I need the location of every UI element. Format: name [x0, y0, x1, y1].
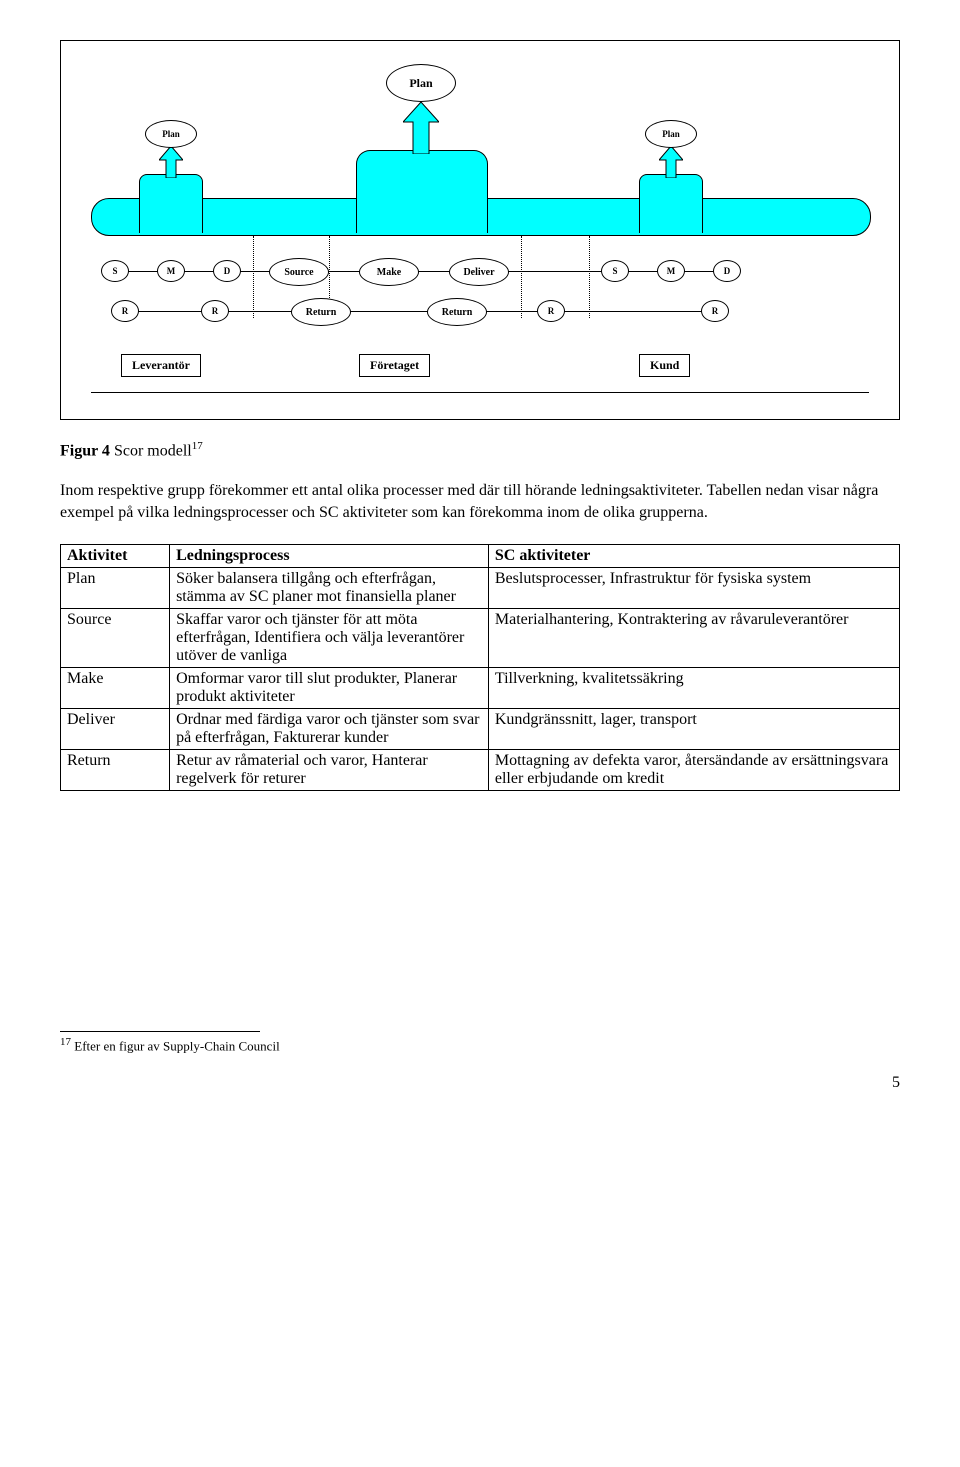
node-right-r1: R	[537, 300, 565, 322]
footnote-separator	[60, 1031, 260, 1032]
arrow-up-mid	[403, 102, 439, 154]
activities-table: Aktivitet Ledningsprocess SC aktiviteter…	[60, 544, 900, 791]
caption-sup: 17	[192, 440, 203, 452]
flow-patch-2	[357, 199, 485, 233]
cell-activity: Source	[61, 608, 170, 667]
th-ledningsprocess: Ledningsprocess	[170, 544, 489, 567]
node-plan-right: Plan	[645, 120, 697, 148]
node-make: Make	[359, 258, 419, 286]
node-return2: Return	[427, 298, 487, 326]
table-row: Plan Söker balansera tillgång och efterf…	[61, 567, 900, 608]
sep-1	[253, 236, 254, 318]
node-deliver: Deliver	[449, 258, 509, 286]
cell-activity: Deliver	[61, 708, 170, 749]
cell-sc: Mottagning av defekta varor, återsändand…	[488, 749, 899, 790]
node-plan-top: Plan	[386, 64, 456, 102]
flow-patch-3	[640, 199, 700, 233]
arrow-up-left	[159, 146, 183, 178]
cell-activity: Make	[61, 667, 170, 708]
table-row: Deliver Ordnar med färdiga varor och tjä…	[61, 708, 900, 749]
node-left-s: S	[101, 260, 129, 282]
flow-patch-1	[140, 199, 200, 233]
cell-process: Skaffar varor och tjänster för att möta …	[170, 608, 489, 667]
page-number: 5	[60, 1074, 900, 1092]
cell-process: Ordnar med färdiga varor och tjänster so…	[170, 708, 489, 749]
cell-process: Omformar varor till slut produkter, Plan…	[170, 667, 489, 708]
node-left-r1: R	[111, 300, 139, 322]
cell-sc: Materialhantering, Kontraktering av råva…	[488, 608, 899, 667]
footnote-num: 17	[60, 1036, 71, 1048]
caption-prefix: Figur 4	[60, 442, 110, 459]
label-leverantor: Leverantör	[121, 354, 201, 377]
cell-activity: Return	[61, 749, 170, 790]
row1-connector	[115, 271, 735, 272]
cell-activity: Plan	[61, 567, 170, 608]
cell-sc: Tillverkning, kvalitetssäkring	[488, 667, 899, 708]
node-left-d: D	[213, 260, 241, 282]
sep-3	[521, 236, 522, 318]
th-aktivitet: Aktivitet	[61, 544, 170, 567]
bottom-rule	[91, 392, 869, 393]
sep-4	[589, 236, 590, 318]
arrow-up-right	[659, 146, 683, 178]
th-sc-aktiviteter: SC aktiviteter	[488, 544, 899, 567]
footnote: 17 Efter en figur av Supply-Chain Counci…	[60, 1036, 900, 1054]
node-left-r2: R	[201, 300, 229, 322]
node-left-m: M	[157, 260, 185, 282]
cell-process: Retur av råmaterial och varor, Hanterar …	[170, 749, 489, 790]
node-plan-left: Plan	[145, 120, 197, 148]
label-kund: Kund	[639, 354, 690, 377]
table-row: Return Retur av råmaterial och varor, Ha…	[61, 749, 900, 790]
node-return1: Return	[291, 298, 351, 326]
figure-caption: Figur 4 Scor modell17	[60, 440, 900, 460]
cell-sc: Kundgränssnitt, lager, transport	[488, 708, 899, 749]
footnote-text: Efter en figur av Supply-Chain Council	[71, 1038, 280, 1053]
node-right-s: S	[601, 260, 629, 282]
table-row: Source Skaffar varor och tjänster för at…	[61, 608, 900, 667]
cell-process: Söker balansera tillgång och efterfrågan…	[170, 567, 489, 608]
node-source: Source	[269, 258, 329, 286]
table-header-row: Aktivitet Ledningsprocess SC aktiviteter	[61, 544, 900, 567]
node-right-m: M	[657, 260, 685, 282]
caption-rest: Scor modell	[110, 442, 192, 459]
scor-diagram: Plan Plan Plan S M D R R Source Make Del…	[91, 56, 869, 404]
scor-diagram-container: Plan Plan Plan S M D R R Source Make Del…	[60, 40, 900, 420]
cell-sc: Beslutsprocesser, Infrastruktur för fysi…	[488, 567, 899, 608]
body-paragraph: Inom respektive grupp förekommer ett ant…	[60, 480, 900, 523]
node-right-r2: R	[701, 300, 729, 322]
node-right-d: D	[713, 260, 741, 282]
label-foretaget: Företaget	[359, 354, 430, 377]
table-row: Make Omformar varor till slut produkter,…	[61, 667, 900, 708]
